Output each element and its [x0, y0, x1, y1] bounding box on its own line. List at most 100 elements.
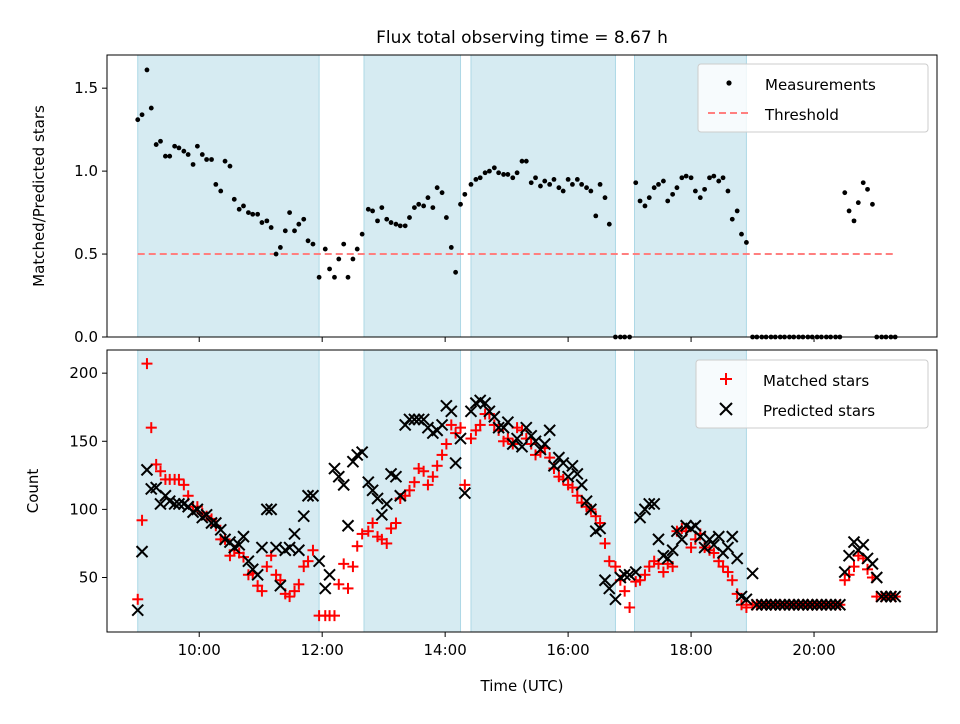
legend-matched-label: Matched stars: [763, 372, 869, 390]
measurement-point: [439, 190, 445, 196]
predicted-star-point: [337, 478, 350, 492]
matched-star-point: [289, 585, 301, 597]
top-y-axis-label: Matched/Predicted stars: [30, 105, 48, 287]
measurement-point: [443, 215, 449, 220]
top-legend-box: [697, 63, 929, 133]
predicted-star-point: [815, 598, 828, 611]
measurement-point: [720, 175, 726, 181]
matched-star-point: [154, 465, 166, 477]
predicted-star-point: [805, 598, 819, 611]
predicted-star-point: [332, 470, 345, 483]
matched-star-point: [852, 550, 864, 562]
x-tick-label: 10:00: [178, 641, 221, 659]
predicted-star-point: [131, 603, 144, 617]
measurement-point: [860, 180, 866, 186]
matched-star-point: [136, 514, 148, 526]
matched-star-point: [717, 561, 729, 573]
matched-star-point: [342, 582, 354, 594]
bottom-panel: 50 100 150 200 10:00 12:00 14:00 16:00 18:00 20:…: [24, 349, 938, 695]
measurement-point: [336, 256, 342, 262]
predicted-star-point: [875, 590, 888, 603]
measurement-point: [533, 175, 538, 181]
predicted-star-point: [633, 511, 647, 524]
measurement-point: [633, 180, 639, 186]
measurement-point: [359, 231, 365, 237]
measurement-point: [458, 201, 463, 207]
predicted-star-point: [301, 489, 315, 502]
predicted-star-point: [209, 516, 223, 530]
legend-measurements-label: Measurements: [765, 76, 876, 94]
predicted-star-point: [371, 492, 384, 505]
measurement-point: [255, 211, 261, 217]
measurement-point: [384, 216, 390, 222]
matched-star-point: [328, 610, 340, 622]
measurement-point: [412, 205, 417, 211]
measurement-point: [296, 221, 302, 227]
measurement-point: [185, 152, 191, 157]
measurement-point: [528, 180, 534, 186]
measurement-point: [692, 188, 698, 194]
measurement-point: [222, 158, 228, 164]
measurement-point: [218, 188, 224, 194]
measurement-point: [153, 142, 159, 147]
measurement-point: [327, 266, 332, 272]
measurement-point: [491, 165, 497, 171]
measurement-point: [350, 256, 356, 262]
measurement-point: [574, 177, 580, 182]
measurement-point: [310, 241, 316, 247]
measurement-point: [453, 269, 458, 275]
measurement-point: [236, 206, 242, 212]
measurement-point: [388, 220, 394, 225]
matched-star-point: [347, 561, 359, 573]
measurement-point: [250, 211, 256, 217]
y-tick-label: 1.5: [74, 79, 98, 97]
bottom-observing-intervals: [137, 349, 747, 633]
predicted-star-point: [730, 552, 744, 565]
measurement-point: [148, 105, 154, 111]
predicted-star-point: [323, 568, 336, 581]
predicted-star-point: [778, 598, 791, 611]
measurement-point: [273, 251, 279, 257]
matched-star-point: [689, 533, 701, 545]
matched-star-point: [722, 566, 734, 578]
matched-star-point: [261, 561, 273, 573]
predicted-star-point: [593, 522, 607, 535]
measurement-points: [135, 67, 898, 340]
matched-star-point: [848, 561, 860, 573]
predicted-star-point: [435, 418, 449, 432]
measurement-point: [199, 152, 205, 157]
measurement-point: [734, 208, 740, 214]
measurement-point: [231, 196, 237, 202]
predicted-star-point: [341, 519, 355, 532]
matched-star-point: [274, 574, 286, 586]
predicted-star-point: [306, 489, 320, 502]
matched-star-point: [431, 460, 443, 472]
bottom-axes-frame: [106, 349, 938, 633]
measurement-point: [287, 210, 292, 215]
measurement-point: [744, 240, 749, 245]
y-tick-label: 150: [69, 432, 98, 450]
measurement-point: [865, 186, 870, 192]
measurement-point: [477, 175, 483, 181]
predicted-star-point: [643, 497, 656, 511]
legend-matched-marker: [720, 373, 732, 385]
measurement-point: [158, 138, 163, 144]
top-y-ticks: 0.0 0.5 1.0 1.5: [74, 79, 107, 346]
predicted-star-point: [556, 456, 570, 470]
measurement-point: [670, 191, 676, 197]
predicted-star-point: [833, 598, 847, 611]
matched-star-point: [132, 593, 144, 605]
measurement-point: [538, 183, 543, 189]
measurement-point: [547, 181, 553, 187]
predicted-star-point: [292, 544, 306, 557]
measurement-point: [651, 185, 657, 191]
measurement-point: [434, 185, 440, 191]
predicted-star-point: [842, 549, 856, 562]
observing-interval-3: [470, 349, 616, 633]
matched-star-point: [557, 473, 569, 485]
predicted-star-point: [172, 497, 186, 511]
measurement-point: [316, 274, 322, 280]
predicted-star-point: [712, 530, 725, 543]
predicted-star-point: [346, 455, 360, 468]
measurement-point: [679, 175, 685, 181]
